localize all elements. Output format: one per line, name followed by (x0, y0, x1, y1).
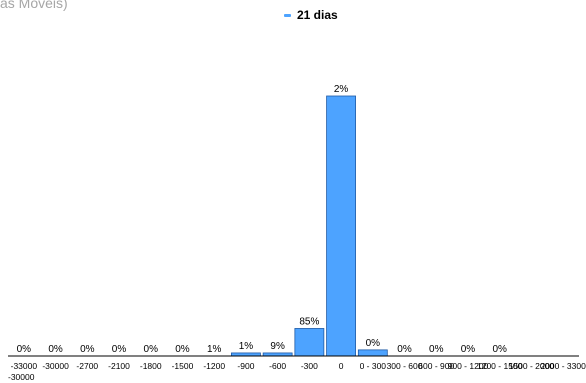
bars-layer (231, 95, 388, 357)
category-tick-label: 0 - 300 (360, 361, 387, 371)
legend-swatch (284, 14, 291, 17)
legend-label: 21 dias (297, 8, 338, 22)
value-label: 85% (299, 316, 319, 327)
category-tick-label: 1500 - 2000 (509, 361, 555, 371)
value-label: 0% (144, 344, 159, 355)
category-tick-label: -600 (269, 361, 286, 371)
value-label: 2% (334, 84, 349, 95)
category-tick-label: -2100 (108, 361, 130, 371)
bar (326, 95, 356, 357)
value-labels-layer: 0% 0% 0% 0% 0% 0% 1% 1% 9% 85% 2% 0% 0% 0% 0% 0% (17, 84, 507, 355)
category-tick-label: -1200 (203, 361, 225, 371)
category-tick-label: 0 (339, 361, 344, 371)
category-tick-label: 900 - 1200 (448, 361, 489, 371)
category-tick-label: 600 - 900 (418, 361, 454, 371)
value-label: 0% (492, 344, 507, 355)
value-label: 0% (175, 344, 190, 355)
category-tick-label: -33000 (11, 361, 38, 371)
value-label: 0% (429, 344, 444, 355)
value-label: 0% (397, 344, 412, 355)
category-tick-label: -2700 (76, 361, 98, 371)
value-label: 0% (48, 344, 63, 355)
category-tick-label: 300 - 600 (387, 361, 423, 371)
value-label: 1% (239, 341, 254, 352)
value-label: 0% (461, 344, 476, 355)
category-tick-label: -300 (301, 361, 318, 371)
tick-labels-layer: -33000 -30000 -2700 -2100 -1800 -1500 -1200 -90… (8, 361, 586, 382)
value-label: 9% (270, 341, 285, 352)
category-tick-label: 2000 - 3300 (540, 361, 586, 371)
value-label: 0% (17, 344, 32, 355)
value-label: 0% (112, 344, 127, 355)
category-tick-label: -1800 (140, 361, 162, 371)
chart-legend: 21 dias (284, 8, 338, 22)
value-label: 0% (80, 344, 95, 355)
category-tick-label: -900 (237, 361, 254, 371)
value-label: 1% (207, 344, 222, 355)
category-tick-label: -30000 (42, 361, 69, 371)
category-tick-label-second-line: -30000 (8, 372, 35, 382)
category-tick-label: -1500 (172, 361, 194, 371)
value-label: 0% (366, 338, 381, 349)
chart-title-partial: as Móveis) (0, 0, 68, 11)
bar (357, 349, 388, 357)
category-tick-label: 1200 - 1500 (477, 361, 523, 371)
bar (294, 328, 325, 357)
